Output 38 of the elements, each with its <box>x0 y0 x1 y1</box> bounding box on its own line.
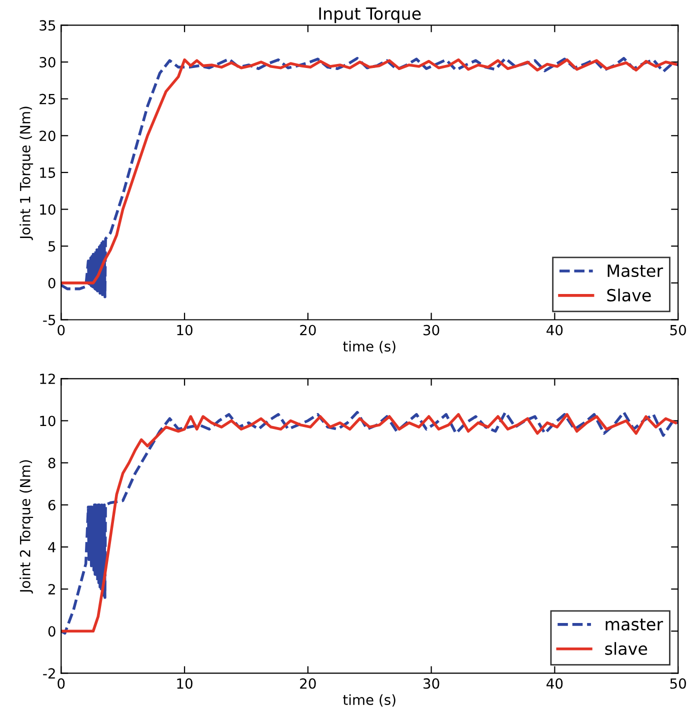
y-tick-label: 20 <box>40 130 56 142</box>
y-tick-label: 25 <box>40 94 56 104</box>
x-tick-label: 30 <box>424 324 440 336</box>
y-axis-title: Joint 2 Torque (Nm) <box>20 460 34 594</box>
x-tick-label: 10 <box>177 678 192 689</box>
y-tick-label: 8 <box>48 458 56 468</box>
x-tick-label: 10 <box>177 324 192 336</box>
y-tick-label: 15 <box>40 168 56 178</box>
x-tick-label: 50 <box>670 324 686 336</box>
y-tick-label: -5 <box>43 314 56 326</box>
y-tick-label: 10 <box>40 204 56 215</box>
y-tick-label: 0 <box>48 278 56 288</box>
x-axis-title: time (s) <box>343 340 396 354</box>
chart-title: Input Torque <box>319 7 421 24</box>
x-tick-label: 20 <box>300 678 316 689</box>
x-tick-label: 0 <box>58 324 65 336</box>
x-tick-label: 0 <box>58 678 65 689</box>
y-tick-label: 10 <box>40 416 56 426</box>
y-tick-label: 12 <box>40 374 55 384</box>
x-tick-label: 40 <box>546 324 563 336</box>
legend-label: Slave <box>607 288 651 302</box>
y-tick-label: 4 <box>48 542 56 552</box>
y-tick-label: 6 <box>48 500 56 510</box>
x-tick-label: 20 <box>300 324 316 336</box>
y-tick-label: 0 <box>48 626 56 637</box>
y-axis-title: Joint 1 Torque (Nm) <box>20 106 34 240</box>
x-axis-title: time (s) <box>343 694 396 707</box>
x-tick-label: 30 <box>424 678 440 689</box>
y-tick-label: 5 <box>48 241 56 252</box>
y-tick-label: 30 <box>40 56 56 68</box>
legend-label: slave <box>605 642 648 655</box>
x-tick-label: 40 <box>546 678 563 689</box>
y-tick-label: -2 <box>43 668 55 678</box>
x-tick-label: 50 <box>670 678 686 689</box>
legend-label: master <box>606 618 664 631</box>
y-tick-label: 35 <box>40 20 56 31</box>
y-tick-label: 2 <box>48 584 55 594</box>
legend-label: Master <box>608 264 664 278</box>
